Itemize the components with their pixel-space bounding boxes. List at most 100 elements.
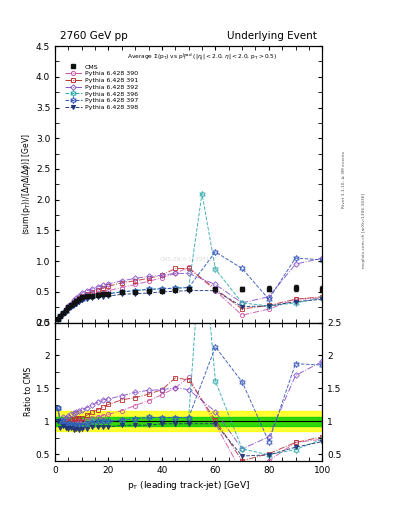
Pythia 6.428 397 <box>77 297 81 304</box>
Pythia 6.428 397 <box>61 310 65 316</box>
Pythia 6.428 390 <box>69 302 73 308</box>
Pythia 6.428 398 <box>74 301 79 307</box>
Pythia 6.428 390 <box>173 270 178 276</box>
Pythia 6.428 397 <box>66 305 71 311</box>
Pythia 6.428 397 <box>320 257 325 263</box>
Pythia 6.428 396 <box>72 301 76 307</box>
Pythia 6.428 397 <box>240 265 244 271</box>
Pythia 6.428 397 <box>119 289 124 295</box>
Pythia 6.428 396 <box>55 316 60 322</box>
Pythia 6.428 390 <box>213 288 218 294</box>
Pythia 6.428 391 <box>58 313 63 319</box>
Pythia 6.428 391 <box>160 272 164 279</box>
Pythia 6.428 390 <box>266 306 271 312</box>
Pythia 6.428 396 <box>77 297 81 304</box>
Pythia 6.428 391 <box>74 297 79 303</box>
Pythia 6.428 390 <box>61 310 65 316</box>
Line: Pythia 6.428 392: Pythia 6.428 392 <box>56 256 324 321</box>
Pythia 6.428 391 <box>173 265 178 271</box>
Pythia 6.428 391 <box>61 310 65 316</box>
Pythia 6.428 396 <box>61 310 65 316</box>
Pythia 6.428 397 <box>101 291 105 297</box>
Pythia 6.428 391 <box>63 307 68 313</box>
Pythia 6.428 391 <box>293 296 298 302</box>
Pythia 6.428 396 <box>240 300 244 306</box>
Pythia 6.428 392 <box>72 297 76 304</box>
Pythia 6.428 392 <box>74 295 79 301</box>
Legend: CMS, Pythia 6.428 390, Pythia 6.428 391, Pythia 6.428 392, Pythia 6.428 396, Pyt: CMS, Pythia 6.428 390, Pythia 6.428 391,… <box>64 63 139 112</box>
Pythia 6.428 397 <box>293 255 298 261</box>
Pythia 6.428 391 <box>55 316 60 322</box>
Pythia 6.428 397 <box>55 316 60 322</box>
Pythia 6.428 398 <box>213 288 218 294</box>
Pythia 6.428 391 <box>213 286 218 292</box>
Pythia 6.428 392 <box>85 288 90 294</box>
Bar <box>55 417 322 426</box>
Pythia 6.428 392 <box>240 300 244 306</box>
Pythia 6.428 392 <box>293 261 298 267</box>
Pythia 6.428 398 <box>106 293 111 299</box>
Pythia 6.428 396 <box>146 286 151 292</box>
Pythia 6.428 398 <box>101 294 105 300</box>
Pythia 6.428 392 <box>119 278 124 284</box>
Pythia 6.428 390 <box>240 312 244 318</box>
Pythia 6.428 398 <box>69 304 73 310</box>
Pythia 6.428 396 <box>95 292 100 298</box>
Pythia 6.428 396 <box>133 288 138 294</box>
Pythia 6.428 398 <box>266 303 271 309</box>
Pythia 6.428 396 <box>293 300 298 306</box>
Pythia 6.428 397 <box>160 286 164 292</box>
Pythia 6.428 392 <box>133 275 138 282</box>
Pythia 6.428 390 <box>58 313 63 319</box>
Pythia 6.428 396 <box>119 289 124 295</box>
Pythia 6.428 390 <box>186 264 191 270</box>
Text: Rivet 3.1.10, ≥ 3M events: Rivet 3.1.10, ≥ 3M events <box>342 151 346 208</box>
Line: Pythia 6.428 390: Pythia 6.428 390 <box>55 265 324 321</box>
Line: Pythia 6.428 391: Pythia 6.428 391 <box>55 266 324 321</box>
Pythia 6.428 397 <box>186 285 191 291</box>
Line: Pythia 6.428 397: Pythia 6.428 397 <box>55 249 325 322</box>
Pythia 6.428 396 <box>186 285 191 291</box>
Pythia 6.428 390 <box>74 298 79 304</box>
Pythia 6.428 396 <box>79 295 84 302</box>
Pythia 6.428 397 <box>95 292 100 298</box>
Pythia 6.428 396 <box>106 291 111 297</box>
Pythia 6.428 391 <box>72 299 76 305</box>
Pythia 6.428 397 <box>133 288 138 294</box>
Pythia 6.428 398 <box>63 308 68 314</box>
Pythia 6.428 392 <box>95 284 100 290</box>
Pythia 6.428 390 <box>101 289 105 295</box>
Text: CMS-ZN-5-11395117: CMS-ZN-5-11395117 <box>160 257 217 262</box>
Pythia 6.428 396 <box>101 291 105 297</box>
Pythia 6.428 392 <box>106 281 111 287</box>
Pythia 6.428 392 <box>320 255 325 261</box>
Pythia 6.428 397 <box>74 299 79 305</box>
Pythia 6.428 390 <box>106 288 111 294</box>
Pythia 6.428 391 <box>95 287 100 293</box>
Pythia 6.428 397 <box>69 303 73 309</box>
Line: Pythia 6.428 396: Pythia 6.428 396 <box>55 190 325 322</box>
Pythia 6.428 392 <box>266 294 271 300</box>
Line: Pythia 6.428 398: Pythia 6.428 398 <box>55 289 324 322</box>
Pythia 6.428 396 <box>74 299 79 305</box>
Pythia 6.428 398 <box>55 316 60 323</box>
Pythia 6.428 390 <box>95 290 100 296</box>
Pythia 6.428 396 <box>320 295 325 301</box>
Pythia 6.428 391 <box>66 304 71 310</box>
Pythia 6.428 392 <box>55 316 60 322</box>
Pythia 6.428 396 <box>173 285 178 291</box>
Pythia 6.428 392 <box>146 273 151 280</box>
Pythia 6.428 392 <box>90 286 95 292</box>
Pythia 6.428 391 <box>186 265 191 271</box>
Pythia 6.428 392 <box>66 303 71 309</box>
Pythia 6.428 396 <box>66 305 71 311</box>
Pythia 6.428 392 <box>160 272 164 279</box>
Pythia 6.428 398 <box>90 295 95 301</box>
Pythia 6.428 390 <box>133 282 138 288</box>
Pythia 6.428 398 <box>133 291 138 297</box>
Pythia 6.428 391 <box>133 278 138 284</box>
Pythia 6.428 390 <box>119 285 124 291</box>
Pythia 6.428 398 <box>95 294 100 301</box>
Pythia 6.428 392 <box>63 307 68 313</box>
Pythia 6.428 398 <box>58 314 63 320</box>
